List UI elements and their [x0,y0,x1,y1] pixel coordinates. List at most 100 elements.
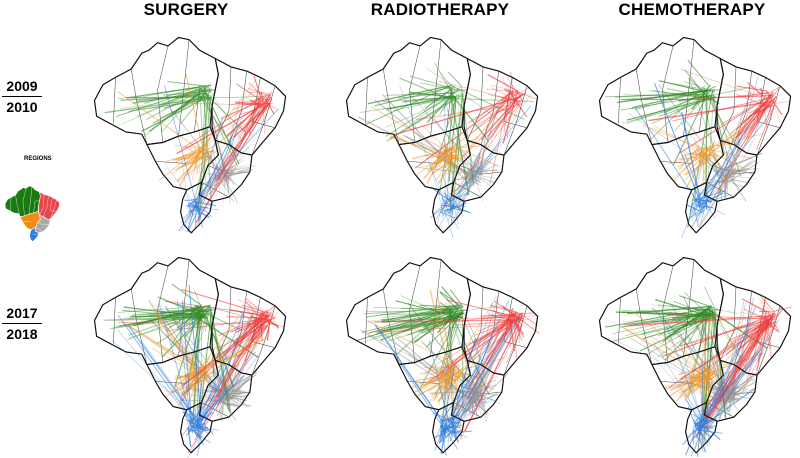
flow-line-south [441,423,452,434]
flow-line-southeast [479,370,491,392]
flow-line-north [672,97,706,166]
flow-line-central_west [653,125,706,154]
flow-line-north [174,305,201,388]
flow-line-south [195,424,210,436]
flow-line-central_west [459,376,495,391]
flow-line-central_west [688,155,702,166]
flow-line-north [196,307,208,329]
state-border [130,288,148,365]
flow-line-central_west [705,372,710,435]
flow-line-northeast [204,312,269,415]
flow-line-south [451,332,505,429]
flow-line-northeast [237,319,267,333]
flow-line-south [442,175,454,209]
flow-line-southeast [479,161,488,172]
flow-line-central_west [179,370,196,392]
flow-line-central_west [653,337,707,375]
flow-line-north [205,304,210,332]
flow-line-northeast [238,311,259,326]
flow-line-north [634,307,705,313]
flow-line-northeast [460,102,515,160]
flow-line-north [374,85,455,107]
flow-line-southeast [727,175,743,193]
flow-line-south [440,425,454,434]
flow-line-northeast [266,325,270,341]
period-divider [2,96,42,97]
flow-line-south [434,424,445,452]
region-border-south [180,401,213,454]
flow-line-southeast [471,174,495,184]
flow-line-north [381,98,457,110]
flow-line-northeast [773,102,781,123]
flow-line-northeast [490,304,519,314]
flow-line-northeast [730,96,766,144]
region-border-northeast [211,57,287,156]
state-border [503,77,513,122]
flow-line-central_west [684,156,708,181]
flow-line-south [181,300,193,424]
flow-line-north [419,304,458,308]
state-border [459,165,502,175]
flow-line-north [130,315,207,318]
flow-line-northeast [257,323,262,333]
legend-state-border [15,194,21,217]
flow-line-northeast [456,320,514,326]
flow-line-northeast [706,313,771,363]
legend-region-south [29,226,39,243]
flow-line-northeast [414,96,511,169]
flow-line-central_west [684,378,700,400]
flow-line-south [164,85,199,211]
legend-region-northeast [38,191,60,220]
flow-line-southeast [721,401,731,412]
map-chemotherapy-2017-2018 [589,246,799,458]
flow-line-north [195,314,207,317]
state-border [113,297,116,344]
flow-line-northeast [741,298,768,313]
flow-line-north [658,96,716,117]
flow-line-central_west [449,153,460,175]
flow-line-north [626,94,705,125]
flow-line-southeast [472,168,476,181]
flow-line-northeast [760,87,763,96]
region-border-southeast [451,359,505,422]
flow-line-south [399,85,447,208]
flow-line-central_west [179,145,206,160]
period-year-end: 2010 [6,99,38,115]
flow-line-central_west [435,158,458,181]
flow-line-central_west [177,158,208,183]
flow-line-north [385,90,459,137]
flow-line-north [439,301,457,315]
flow-line-northeast [679,318,770,347]
flow-line-northeast [220,317,259,390]
flow-line-southeast [723,393,726,406]
flow-line-south [693,431,707,453]
flow-line-southeast [223,170,244,175]
region-border-northeast [716,277,792,376]
flow-line-central_west [455,371,482,379]
flow-line-south [197,380,203,421]
flow-line-northeast [181,288,263,315]
flow-line-central_west [158,150,197,181]
flow-line-southeast [730,383,746,399]
flow-line-south [694,423,712,438]
flow-line-southeast [471,400,489,414]
patient-flow-lines [104,73,280,234]
flow-line-south [197,200,213,205]
flow-line-south [662,315,704,424]
flow-line-north [627,93,704,100]
state-border [635,68,653,145]
flow-line-south [707,202,715,213]
flow-line-north [185,309,210,337]
flow-line-central_west [701,147,751,159]
flow-line-south [450,338,477,425]
flow-line-northeast [239,92,270,127]
flow-line-south [394,355,447,432]
flow-line-south [443,131,513,212]
flow-line-south [434,425,442,441]
flow-line-northeast [704,324,763,411]
flow-line-north [451,306,501,313]
flow-line-south [180,390,198,425]
flow-line-central_west [438,159,454,184]
flow-line-central_west [674,377,710,402]
flow-line-south [184,198,200,202]
